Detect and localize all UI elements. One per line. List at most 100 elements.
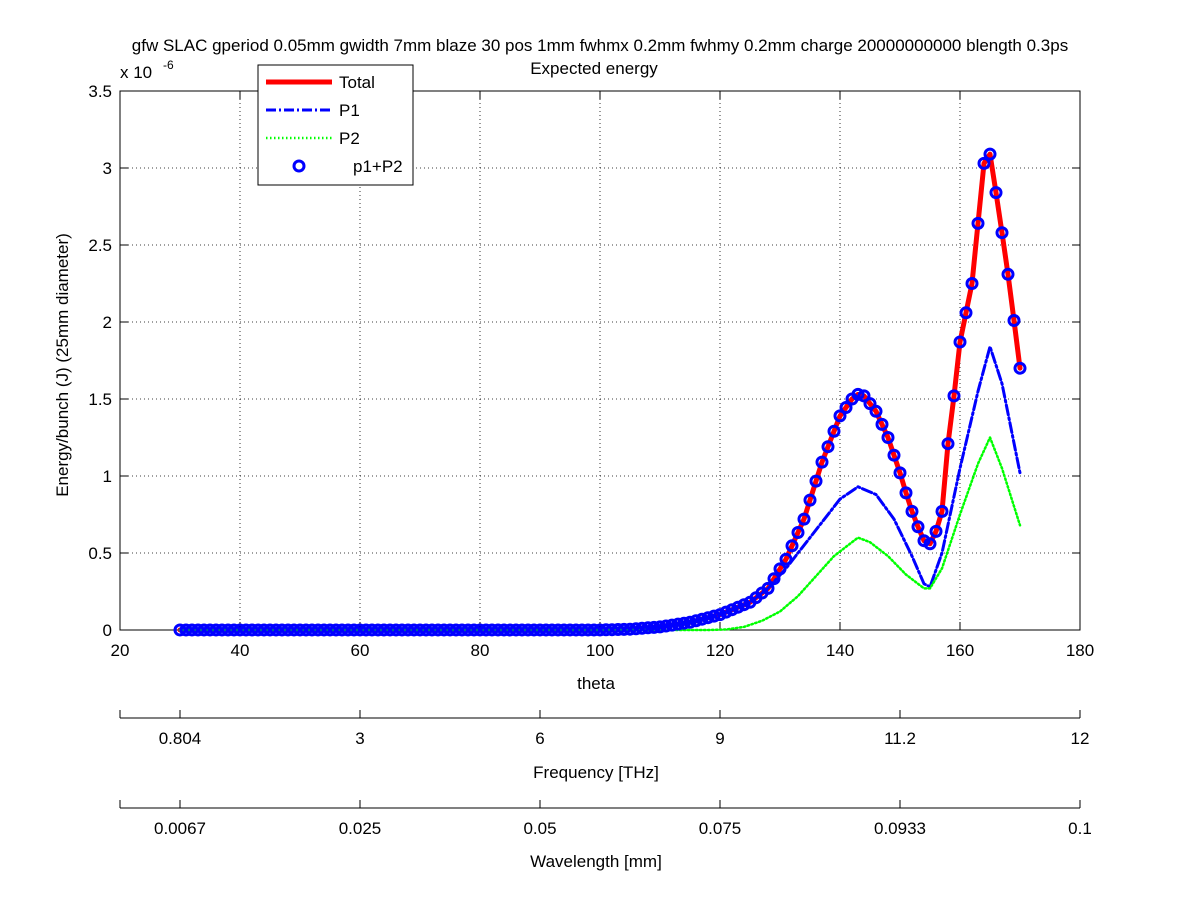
data-point-marker <box>263 623 277 637</box>
data-point-marker <box>653 620 667 634</box>
data-point-marker <box>239 623 253 637</box>
data-point-marker <box>821 440 835 454</box>
x-tick-label: 80 <box>471 641 490 660</box>
data-point-marker <box>395 623 409 637</box>
data-point-marker <box>797 512 811 526</box>
data-point-marker <box>203 623 217 637</box>
wavelength-tick-label: 0.025 <box>339 819 382 838</box>
data-point-marker <box>461 623 475 637</box>
data-point-marker <box>719 605 733 619</box>
data-point-marker <box>971 216 985 230</box>
wavelength-axis-label: Wavelength [mm] <box>530 852 662 871</box>
legend-swatch-sum-marker <box>292 159 306 173</box>
wavelength-tick-label: 0.0067 <box>154 819 206 838</box>
x-ticks: 20 40 60 80 100 120 140 160 180 <box>111 91 1094 660</box>
legend-label-p1: P1 <box>339 101 360 120</box>
legend-box <box>257 64 414 186</box>
legend-label-p2: P2 <box>339 129 360 148</box>
legend-label-total: Total <box>339 73 375 92</box>
frequency-tick-label: 3 <box>355 729 364 748</box>
data-point-marker <box>605 623 619 637</box>
data-point-marker <box>335 623 349 637</box>
plot-series <box>173 147 1027 637</box>
data-point-marker <box>347 623 361 637</box>
wavelength-tick-label: 0.075 <box>699 819 742 838</box>
frequency-tick-label: 0.804 <box>159 729 202 748</box>
data-point-marker <box>401 623 415 637</box>
data-point-marker <box>677 616 691 630</box>
y-tick-label: 3 <box>103 159 112 178</box>
wavelength-tick-label: 0.1 <box>1068 819 1092 838</box>
data-point-marker <box>191 623 205 637</box>
data-point-marker <box>287 623 301 637</box>
data-point-marker <box>431 623 445 637</box>
data-point-marker <box>935 504 949 518</box>
wavelength-tick-label: 0.0933 <box>874 819 926 838</box>
data-point-marker <box>575 623 589 637</box>
wavelength-axis: 0.0067 0.025 0.05 0.075 0.0933 0.1 <box>119 800 1092 838</box>
data-point-marker <box>809 474 823 488</box>
y-exponent-base: x 10 <box>120 63 152 82</box>
data-point-marker <box>185 623 199 637</box>
data-point-marker <box>923 537 937 551</box>
data-point-marker <box>869 404 883 418</box>
data-point-marker <box>197 623 211 637</box>
x-tick-label: 140 <box>826 641 854 660</box>
data-point-marker <box>839 401 853 414</box>
data-point-marker <box>293 623 307 637</box>
data-point-marker <box>701 611 715 625</box>
data-point-marker <box>833 409 847 423</box>
data-point-marker <box>467 623 481 637</box>
data-point-marker <box>665 618 679 632</box>
data-point-marker <box>671 617 685 631</box>
data-point-marker <box>269 623 283 637</box>
data-point-marker <box>953 335 967 349</box>
data-point-marker <box>683 615 697 629</box>
frequency-axis-label: Frequency [THz] <box>533 763 659 782</box>
data-point-marker <box>1013 361 1027 375</box>
x-tick-label: 40 <box>231 641 250 660</box>
data-point-marker <box>545 623 559 637</box>
data-point-marker <box>215 623 229 637</box>
y-axis-label: Energy/bunch (J) (25mm diameter) <box>53 233 72 497</box>
data-point-marker <box>233 623 247 637</box>
data-point-marker <box>899 486 913 500</box>
data-point-marker <box>617 622 631 636</box>
y-tick-label: 0.5 <box>88 544 112 563</box>
data-point-marker <box>587 623 601 637</box>
data-point-marker <box>413 623 427 637</box>
data-point-marker <box>659 619 673 633</box>
data-point-marker <box>599 623 613 637</box>
data-point-marker <box>437 623 451 637</box>
data-point-marker <box>563 623 577 637</box>
data-point-marker <box>521 623 535 637</box>
data-point-marker <box>515 623 529 637</box>
data-point-marker <box>959 306 973 320</box>
data-point-marker <box>479 623 493 637</box>
y-exponent-label: x 10 -6 <box>120 58 174 82</box>
data-point-marker <box>533 623 547 637</box>
data-point-marker <box>623 622 637 636</box>
data-point-marker <box>737 598 751 612</box>
frequency-tick-label: 9 <box>715 729 724 748</box>
data-point-marker <box>275 623 289 637</box>
data-point-marker <box>497 623 511 637</box>
data-point-marker <box>857 389 871 403</box>
data-point-marker <box>329 623 343 637</box>
data-point-marker <box>317 623 331 637</box>
data-point-marker <box>593 623 607 637</box>
y-tick-label: 3.5 <box>88 82 112 101</box>
x-tick-label: 180 <box>1066 641 1094 660</box>
data-point-marker <box>227 623 241 637</box>
data-point-marker <box>257 623 271 637</box>
data-point-marker <box>995 226 1009 240</box>
data-point-marker <box>863 397 877 411</box>
data-point-marker <box>887 448 901 462</box>
data-point-marker <box>881 431 895 444</box>
data-point-marker <box>359 623 373 637</box>
data-point-marker <box>569 623 583 637</box>
x-tick-label: 60 <box>351 641 370 660</box>
data-point-marker <box>383 623 397 637</box>
data-point-marker <box>281 623 295 637</box>
data-point-marker <box>875 417 889 431</box>
